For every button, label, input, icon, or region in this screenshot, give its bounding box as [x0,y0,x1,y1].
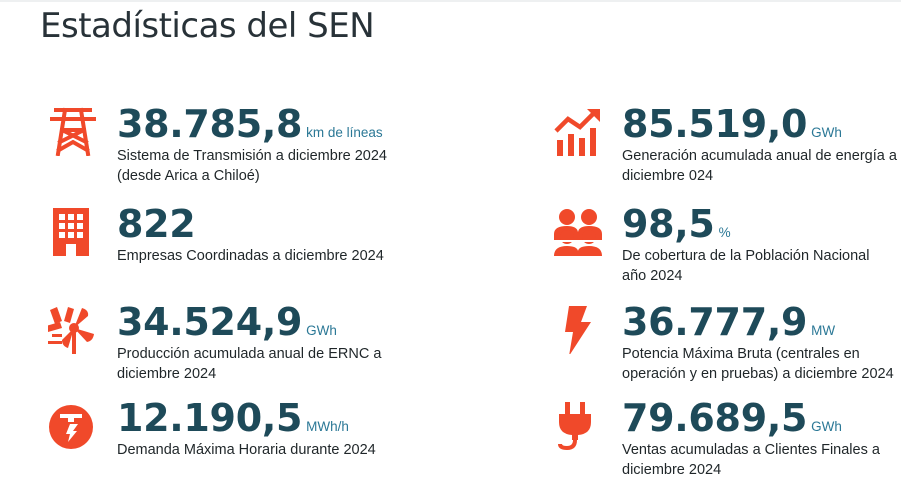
rising-bar-chart-icon [553,106,603,156]
stat-unit: MWh/h [306,419,349,434]
lightning-bolt-icon [553,304,603,354]
stat-value: 34.524,9 [117,300,303,344]
building-icon [48,206,98,256]
stat-value: 79.689,5 [622,396,808,440]
stat-value: 12.190,5 [117,396,303,440]
population-icon [553,206,603,256]
stat-value: 85.519,0 [622,102,808,146]
stat-population: 98,5% De cobertura de la Población Nacio… [553,202,901,286]
stat-unit: GWh [811,419,842,434]
stat-description: Empresas Coordinadas a diciembre 2024 [117,248,384,264]
power-plug-icon [553,400,603,450]
stat-unit: % [718,225,731,240]
stat-description: Demanda Máxima Horaria durante 2024 [117,442,376,458]
stat-unit: MW [811,323,836,338]
wind-solar-icon [48,304,98,354]
stat-max-power: 36.777,9 MW Potencia Máxima Bruta (centra… [553,300,901,384]
stat-generation: 85.519,0 GWh Generación acumulada anual d… [553,102,901,186]
stat-value: 98,5 [622,202,715,246]
stat-description: Potencia Máxima Bruta (centrales en oper… [622,346,894,382]
stat-description: De cobertura de la Población Nacional añ… [622,248,870,284]
power-demand-icon [48,400,98,450]
transmission-tower-icon [48,106,98,156]
stat-value: 36.777,9 [622,300,808,344]
stat-demand: 12.190,5 MWh/h Demanda Máxima Horaria dur… [48,396,448,480]
top-divider [0,0,901,2]
stat-unit: km de líneas [306,125,383,140]
stat-sales: 79.689,5 GWh Ventas acumuladas a Clientes… [553,396,901,480]
page-title: Estadísticas del SEN [40,6,375,46]
stat-description: Sistema de Transmisión a diciembre 2024 … [117,148,387,184]
stat-unit: GWh [306,323,337,338]
stat-ernc: 34.524,9 GWh Producción acumulada anual d… [48,300,448,384]
stat-description: Producción acumulada anual de ERNC a dic… [117,346,382,382]
stat-transmission: 38.785,8 km de líneas Sistema de Transmis… [48,102,448,186]
stat-value: 38.785,8 [117,102,303,146]
stat-description: Ventas acumuladas a Clientes Finales a d… [622,442,880,478]
stat-unit: GWh [811,125,842,140]
stat-value: 822 [117,202,196,246]
stat-description: Generación acumulada anual de energía a … [622,148,897,184]
stat-companies: 822 Empresas Coordinadas a diciembre 202… [48,202,448,286]
